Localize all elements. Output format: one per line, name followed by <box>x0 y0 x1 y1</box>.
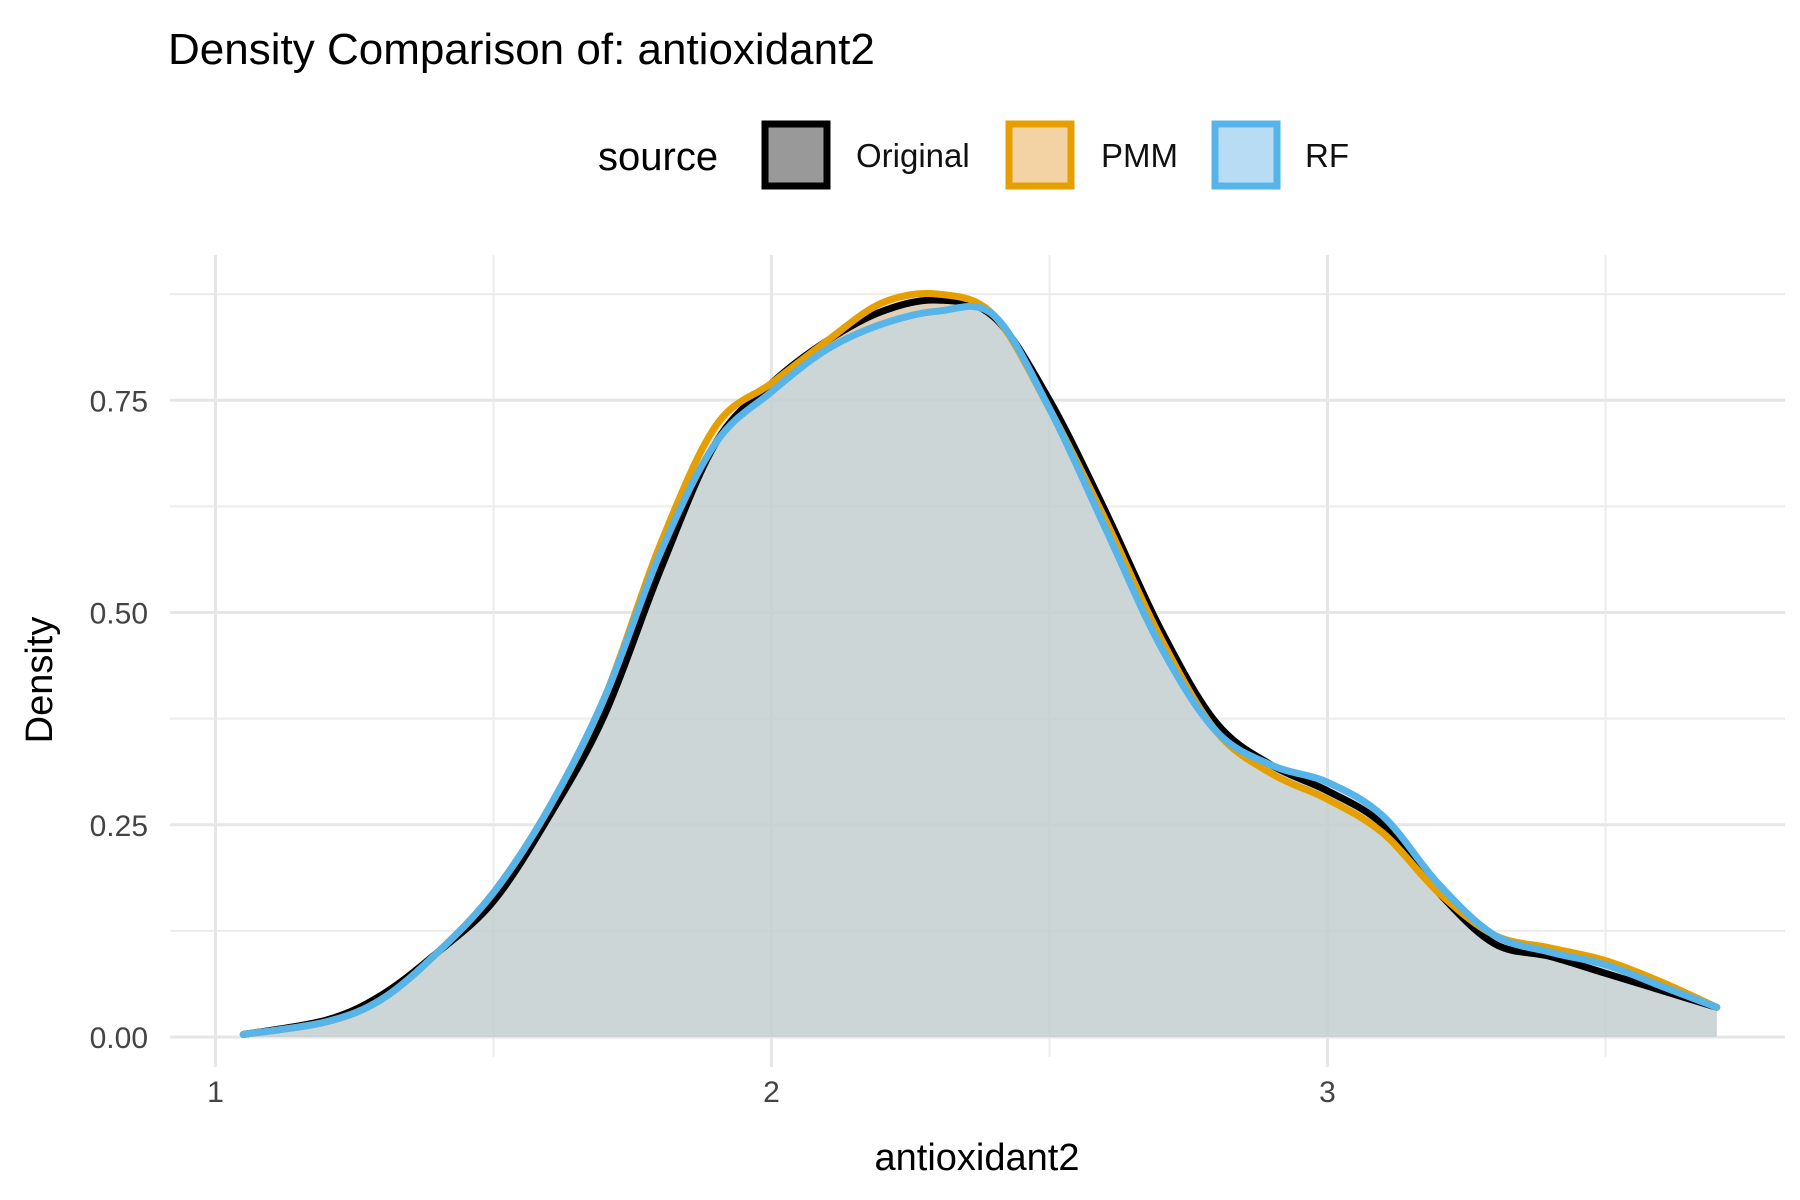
legend-key-rf <box>1211 120 1281 190</box>
density-lines <box>239 289 1721 1038</box>
x-tick-label: 2 <box>763 1076 780 1109</box>
y-tick-label: 0.00 <box>90 1022 148 1055</box>
density-line-rf <box>239 302 1721 1038</box>
legend: source Original PMM RF <box>598 120 1349 190</box>
x-tick-label: 1 <box>207 1076 224 1109</box>
y-axis-ticks: 0.00 0.25 0.50 0.75 <box>90 385 148 1055</box>
legend-title: source <box>598 135 718 179</box>
legend-key-original <box>761 120 831 190</box>
legend-label-rf: RF <box>1305 137 1349 174</box>
x-axis-title: antioxidant2 <box>875 1137 1080 1179</box>
y-tick-label: 0.75 <box>90 385 148 418</box>
density-areas <box>243 293 1717 1038</box>
legend-label-original: Original <box>856 137 970 174</box>
x-tick-label: 3 <box>1319 1076 1336 1109</box>
legend-label-pmm: PMM <box>1101 137 1178 174</box>
y-tick-label: 0.50 <box>90 598 148 631</box>
chart-title: Density Comparison of: antioxidant2 <box>168 25 875 74</box>
y-tick-label: 0.25 <box>90 810 148 843</box>
x-axis-ticks: 1 2 3 <box>207 1076 1336 1109</box>
density-area-rf <box>243 306 1717 1037</box>
y-axis-title: Density <box>19 617 61 744</box>
legend-key-pmm <box>1005 120 1075 190</box>
